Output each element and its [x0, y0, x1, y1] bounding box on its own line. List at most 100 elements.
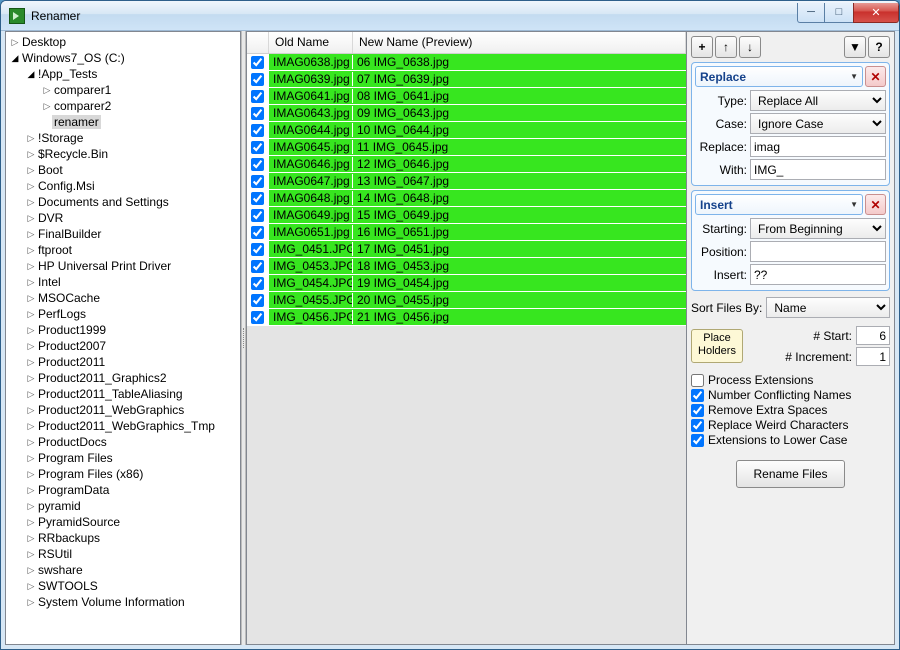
- table-row[interactable]: IMAG0648.jpg14 IMG_0648.jpg: [247, 190, 686, 207]
- arrow-right-icon[interactable]: ▷: [26, 357, 36, 368]
- tree-item[interactable]: ▷Product2007: [6, 338, 240, 354]
- tree-item[interactable]: ▷Config.Msi: [6, 178, 240, 194]
- replace-rule-type-dropdown[interactable]: Replace▼: [695, 66, 863, 87]
- insert-rule-type-dropdown[interactable]: Insert▼: [695, 194, 863, 215]
- tree-item[interactable]: ▷ProductDocs: [6, 434, 240, 450]
- arrow-right-icon[interactable]: ▷: [26, 405, 36, 416]
- increment-input[interactable]: [856, 347, 890, 366]
- table-row[interactable]: IMAG0639.jpg07 IMG_0639.jpg: [247, 71, 686, 88]
- file-row-checkbox[interactable]: [251, 311, 264, 324]
- table-row[interactable]: IMAG0638.jpg06 IMG_0638.jpg: [247, 54, 686, 71]
- arrow-right-icon[interactable]: ▷: [26, 517, 36, 528]
- tree-item[interactable]: ▷Intel: [6, 274, 240, 290]
- file-row-checkbox[interactable]: [251, 141, 264, 154]
- tree-item[interactable]: ▷Program Files (x86): [6, 466, 240, 482]
- tree-item[interactable]: ▷comparer2: [6, 98, 240, 114]
- insert-starting-select[interactable]: From Beginning: [750, 218, 886, 239]
- arrow-right-icon[interactable]: ▷: [26, 325, 36, 336]
- new-name-column-header[interactable]: New Name (Preview): [353, 32, 686, 53]
- replace-find-input[interactable]: [750, 136, 886, 157]
- tree-item[interactable]: ▷Product1999: [6, 322, 240, 338]
- arrow-down-icon[interactable]: ◢: [26, 69, 36, 80]
- table-row[interactable]: IMG_0453.JPG18 IMG_0453.jpg: [247, 258, 686, 275]
- file-list[interactable]: IMAG0638.jpg06 IMG_0638.jpgIMAG0639.jpg0…: [247, 54, 686, 644]
- arrow-right-icon[interactable]: ▷: [26, 309, 36, 320]
- tree-item[interactable]: ▷PerfLogs: [6, 306, 240, 322]
- tree-item[interactable]: ▷ProgramData: [6, 482, 240, 498]
- arrow-right-icon[interactable]: ▷: [26, 469, 36, 480]
- tree-item[interactable]: ▷System Volume Information: [6, 594, 240, 610]
- tree-item[interactable]: ▷PyramidSource: [6, 514, 240, 530]
- tree-item[interactable]: ▷FinalBuilder: [6, 226, 240, 242]
- arrow-right-icon[interactable]: ▷: [26, 485, 36, 496]
- arrow-right-icon[interactable]: ▷: [26, 533, 36, 544]
- checkbox-column-header[interactable]: [247, 32, 269, 53]
- file-row-checkbox[interactable]: [251, 209, 264, 222]
- file-row-checkbox[interactable]: [251, 226, 264, 239]
- arrow-right-icon[interactable]: ▷: [26, 565, 36, 576]
- table-row[interactable]: IMG_0454.JPG19 IMG_0454.jpg: [247, 275, 686, 292]
- arrow-right-icon[interactable]: ▷: [26, 277, 36, 288]
- process-extensions-checkbox[interactable]: [691, 374, 704, 387]
- help-button[interactable]: ?: [868, 36, 890, 58]
- arrow-right-icon[interactable]: ▷: [26, 133, 36, 144]
- sort-select[interactable]: Name: [766, 297, 890, 318]
- tree-item[interactable]: ▷Product2011_TableAliasing: [6, 386, 240, 402]
- placeholders-button[interactable]: PlaceHolders: [691, 329, 743, 363]
- arrow-right-icon[interactable]: ▷: [26, 373, 36, 384]
- replace-with-input[interactable]: [750, 159, 886, 180]
- file-row-checkbox[interactable]: [251, 294, 264, 307]
- delete-replace-rule-button[interactable]: ✕: [865, 66, 886, 87]
- arrow-right-icon[interactable]: ▷: [26, 501, 36, 512]
- tree-item[interactable]: ▷Product2011_Graphics2: [6, 370, 240, 386]
- arrow-right-icon[interactable]: ▷: [26, 213, 36, 224]
- add-rule-button[interactable]: +: [691, 36, 713, 58]
- file-row-checkbox[interactable]: [251, 175, 264, 188]
- move-rule-down-button[interactable]: ↓: [739, 36, 761, 58]
- titlebar[interactable]: Renamer ─ □ ✕: [1, 1, 899, 31]
- tree-item[interactable]: ▷HP Universal Print Driver: [6, 258, 240, 274]
- table-row[interactable]: IMAG0641.jpg08 IMG_0641.jpg: [247, 88, 686, 105]
- arrow-right-icon[interactable]: ▷: [42, 101, 52, 112]
- table-row[interactable]: IMAG0647.jpg13 IMG_0647.jpg: [247, 173, 686, 190]
- replace-weird-label[interactable]: Replace Weird Characters: [708, 418, 849, 432]
- number-conflicting-label[interactable]: Number Conflicting Names: [708, 388, 851, 402]
- insert-text-input[interactable]: [750, 264, 886, 285]
- splitter[interactable]: [241, 31, 246, 645]
- arrow-right-icon[interactable]: ▷: [26, 149, 36, 160]
- remove-spaces-checkbox[interactable]: [691, 404, 704, 417]
- tree-item[interactable]: ▷RRbackups: [6, 530, 240, 546]
- tree-item[interactable]: renamer: [6, 114, 240, 130]
- arrow-right-icon[interactable]: ▷: [26, 165, 36, 176]
- tree-item[interactable]: ▷Desktop: [6, 34, 240, 50]
- arrow-right-icon[interactable]: ▷: [26, 421, 36, 432]
- arrow-right-icon[interactable]: ▷: [26, 437, 36, 448]
- tree-item[interactable]: ▷!Storage: [6, 130, 240, 146]
- minimize-button[interactable]: ─: [797, 3, 825, 23]
- table-row[interactable]: IMAG0645.jpg11 IMG_0645.jpg: [247, 139, 686, 156]
- file-row-checkbox[interactable]: [251, 90, 264, 103]
- arrow-right-icon[interactable]: ▷: [26, 453, 36, 464]
- ext-lowercase-checkbox[interactable]: [691, 434, 704, 447]
- table-row[interactable]: IMAG0646.jpg12 IMG_0646.jpg: [247, 156, 686, 173]
- tree-item[interactable]: ▷swshare: [6, 562, 240, 578]
- arrow-right-icon[interactable]: ▷: [42, 85, 52, 96]
- table-row[interactable]: IMAG0651.jpg16 IMG_0651.jpg: [247, 224, 686, 241]
- tree-item[interactable]: ▷Documents and Settings: [6, 194, 240, 210]
- arrow-right-icon[interactable]: ▷: [26, 581, 36, 592]
- arrow-right-icon[interactable]: ▷: [26, 549, 36, 560]
- replace-type-select[interactable]: Replace All: [750, 90, 886, 111]
- table-row[interactable]: IMAG0644.jpg10 IMG_0644.jpg: [247, 122, 686, 139]
- file-row-checkbox[interactable]: [251, 107, 264, 120]
- arrow-right-icon[interactable]: ▷: [26, 229, 36, 240]
- tree-item[interactable]: ▷ftproot: [6, 242, 240, 258]
- arrow-right-icon[interactable]: ▷: [26, 341, 36, 352]
- old-name-column-header[interactable]: Old Name: [269, 32, 353, 53]
- arrow-right-icon[interactable]: ▷: [26, 597, 36, 608]
- rename-files-button[interactable]: Rename Files: [736, 460, 844, 488]
- tree-item[interactable]: ▷DVR: [6, 210, 240, 226]
- table-row[interactable]: IMG_0451.JPG17 IMG_0451.jpg: [247, 241, 686, 258]
- file-row-checkbox[interactable]: [251, 158, 264, 171]
- arrow-down-icon[interactable]: ◢: [10, 53, 20, 64]
- tree-item[interactable]: ▷SWTOOLS: [6, 578, 240, 594]
